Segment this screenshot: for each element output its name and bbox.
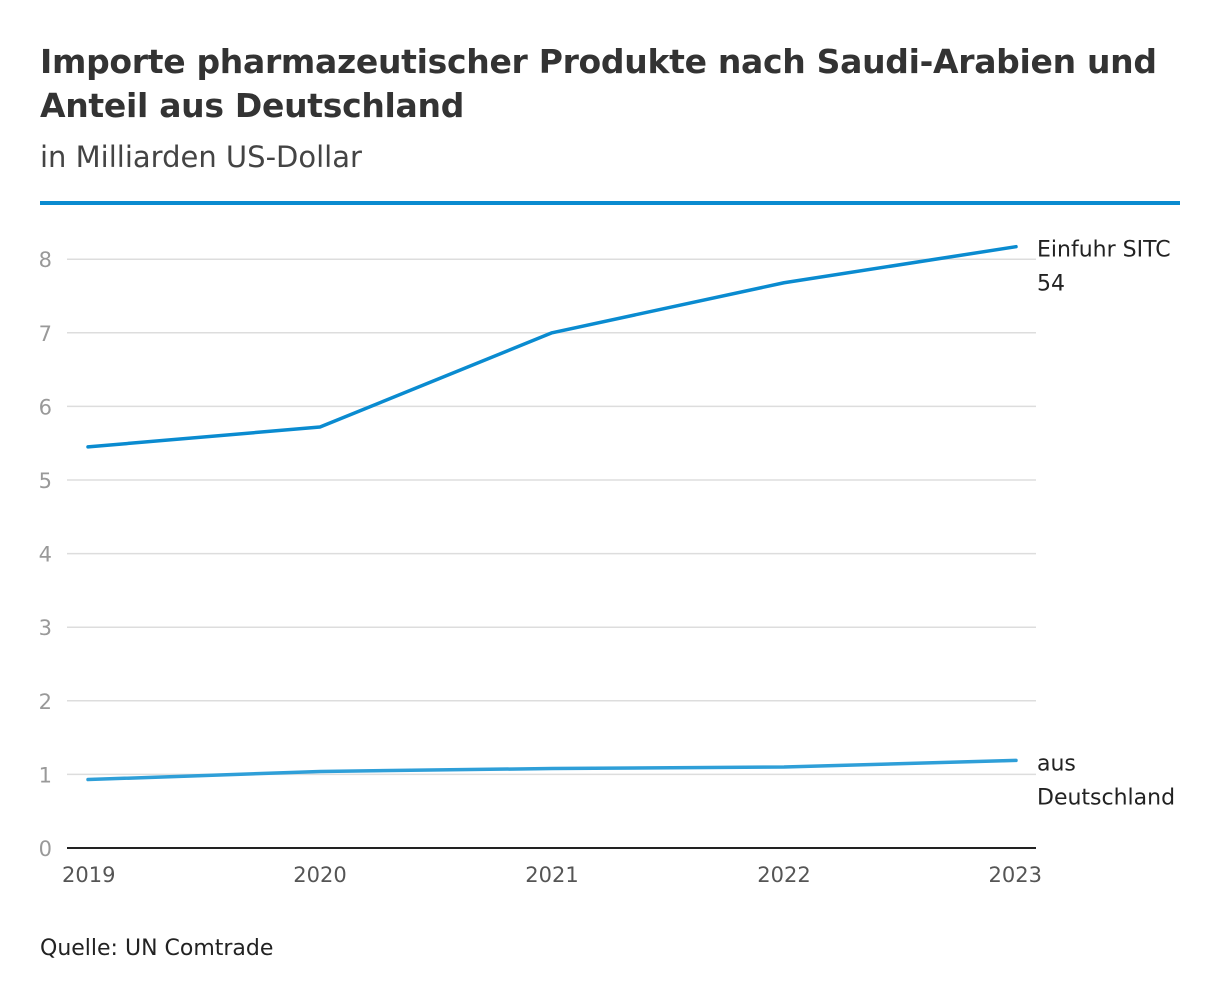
series-label-1: aus Deutschland bbox=[1037, 751, 1175, 810]
chart-header: Importe pharmazeutischer Produkte nach S… bbox=[40, 40, 1180, 176]
source-note: Quelle: UN Comtrade bbox=[40, 936, 274, 961]
y-tick-label: 5 bbox=[39, 469, 52, 493]
chart-title: Importe pharmazeutischer Produkte nach S… bbox=[40, 42, 1157, 125]
grid-lines bbox=[67, 258, 1036, 776]
x-tick-label: 2023 bbox=[989, 863, 1042, 887]
y-tick-label: 1 bbox=[39, 763, 52, 787]
x-tick-label: 2020 bbox=[293, 863, 346, 887]
y-tick-label: 0 bbox=[39, 837, 52, 861]
series-line-0 bbox=[86, 244, 1018, 449]
series-lines bbox=[86, 244, 1018, 782]
y-tick-label: 2 bbox=[39, 690, 52, 714]
x-axis-tick-labels: 2019 2020 2021 2022 2023 bbox=[62, 863, 1042, 887]
y-tick-label: 4 bbox=[39, 543, 52, 567]
y-tick-label: 7 bbox=[39, 322, 52, 346]
chart-subtitle: in Milliarden US-Dollar bbox=[40, 140, 362, 174]
series-line-1 bbox=[86, 758, 1018, 782]
x-tick-label: 2019 bbox=[62, 863, 115, 887]
y-tick-label: 3 bbox=[39, 616, 52, 640]
series-label-0: Einfuhr SITC 54 bbox=[1037, 238, 1171, 297]
y-tick-label: 6 bbox=[39, 395, 52, 419]
header-divider bbox=[40, 201, 1180, 205]
x-tick-label: 2022 bbox=[757, 863, 810, 887]
y-tick-label: 8 bbox=[39, 248, 52, 272]
y-axis-tick-labels: 0 1 2 3 4 5 6 7 8 bbox=[39, 248, 52, 861]
x-tick-label: 2021 bbox=[525, 863, 578, 887]
series-labels: Einfuhr SITC 54 aus Deutschland bbox=[1037, 238, 1175, 811]
